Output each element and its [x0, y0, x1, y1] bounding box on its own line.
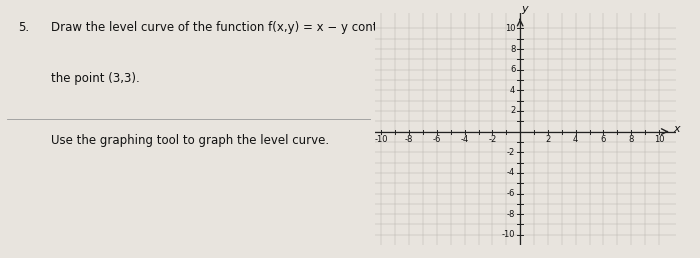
Text: 5.: 5. [18, 21, 29, 34]
Text: -8: -8 [405, 135, 414, 144]
Text: -2: -2 [507, 148, 515, 157]
Text: 6: 6 [510, 65, 515, 74]
Text: -10: -10 [374, 135, 388, 144]
Text: -8: -8 [507, 210, 515, 219]
Text: 8: 8 [629, 135, 634, 144]
Text: Draw the level curve of the function f(x,y) = x − y containing: Draw the level curve of the function f(x… [50, 21, 414, 34]
Text: -6: -6 [433, 135, 441, 144]
Text: x: x [673, 124, 680, 134]
Text: y: y [521, 4, 528, 14]
Text: 2: 2 [510, 107, 515, 115]
Text: -10: -10 [502, 230, 515, 239]
Text: 6: 6 [601, 135, 606, 144]
Text: 10: 10 [654, 135, 664, 144]
Text: 4: 4 [573, 135, 578, 144]
Text: -2: -2 [489, 135, 496, 144]
Text: -4: -4 [507, 168, 515, 177]
Text: 4: 4 [510, 86, 515, 95]
Text: 2: 2 [545, 135, 550, 144]
Text: -4: -4 [461, 135, 469, 144]
Text: 8: 8 [510, 45, 515, 53]
Text: the point (3,3).: the point (3,3). [50, 72, 139, 85]
Text: Use the graphing tool to graph the level curve.: Use the graphing tool to graph the level… [50, 134, 329, 147]
Text: -6: -6 [507, 189, 515, 198]
Text: 10: 10 [505, 24, 515, 33]
